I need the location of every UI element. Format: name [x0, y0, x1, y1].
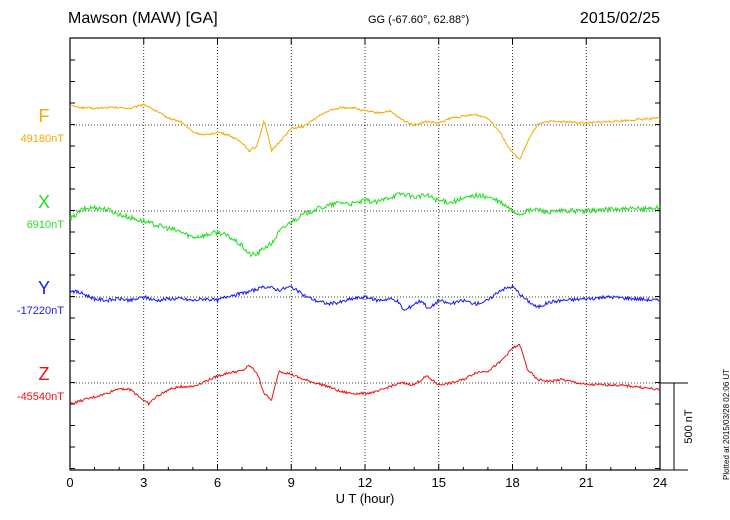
- series-baseline-value-z: -45540nT: [17, 391, 64, 403]
- series-line-f: [69, 102, 661, 160]
- series-name-x: X: [38, 192, 50, 212]
- series-baseline-value-y: -17220nT: [17, 305, 64, 317]
- station-coordinates: GG (-67.60°, 62.88°): [368, 14, 470, 26]
- x-axis-ticks: 0 3 6 9 12 15 18 21 24: [66, 38, 667, 490]
- series-name-y: Y: [38, 278, 50, 298]
- series-name-z: Z: [39, 364, 50, 384]
- series-baseline-value-f: 49180nT: [21, 133, 65, 145]
- plot-timestamp: Plotted at 2015/03/28 02:06 UT: [722, 368, 730, 480]
- x-tick-label: 12: [358, 475, 372, 490]
- x-tick-label: 21: [579, 475, 593, 490]
- series-labels: F 49180nT X 6910nT Y -17220nT Z -45540nT: [17, 106, 64, 403]
- grid: [70, 38, 660, 470]
- series-line-y: [69, 284, 661, 312]
- scale-bar-label: 500 nT: [683, 409, 695, 444]
- x-tick-label: 3: [140, 475, 147, 490]
- x-axis-label: U T (hour): [336, 491, 395, 506]
- x-tick-label: 18: [505, 475, 519, 490]
- series-line-z: [69, 343, 661, 407]
- chart-title: Mawson (MAW) [GA]: [68, 10, 218, 27]
- series-baseline-value-x: 6910nT: [27, 219, 65, 231]
- x-tick-label: 0: [66, 475, 73, 490]
- x-tick-label: 15: [432, 475, 446, 490]
- x-tick-label: 6: [214, 475, 221, 490]
- series-name-f: F: [39, 106, 50, 126]
- series-line-x: [69, 191, 661, 258]
- chart-date: 2015/02/25: [579, 10, 660, 27]
- series-lines: [69, 102, 661, 407]
- x-tick-label: 9: [288, 475, 295, 490]
- scale-bar: 500 nT: [660, 382, 695, 471]
- x-tick-label: 24: [653, 475, 667, 490]
